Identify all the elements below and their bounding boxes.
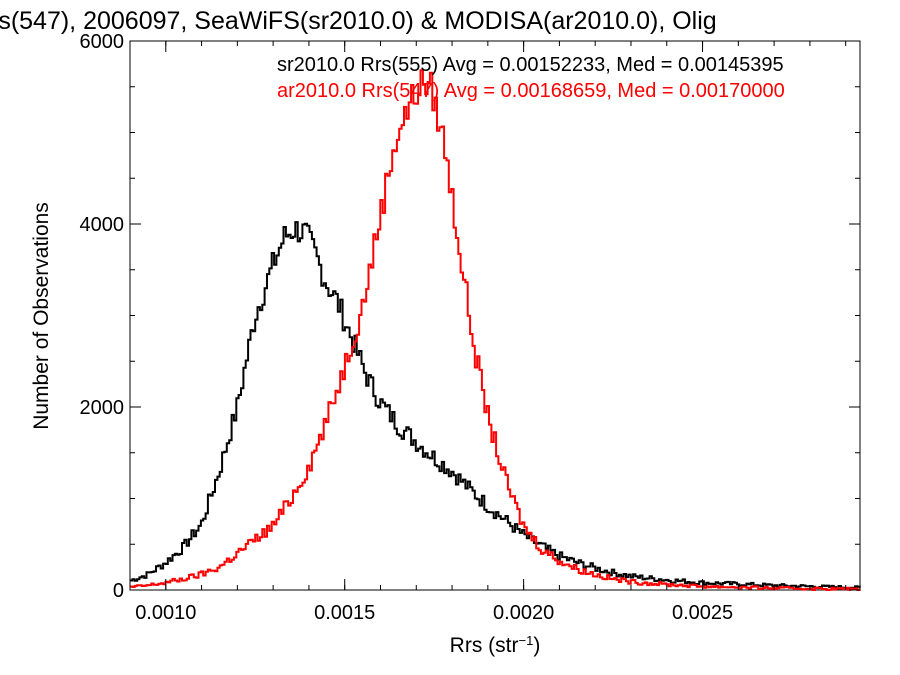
x-tick-label: 0.0015 <box>314 602 375 624</box>
legend-entry-red: ar2010.0 Rrs(547) Avg = 0.00168659, Med … <box>277 80 785 102</box>
x-axis-label-main: Rrs (str <box>450 634 519 657</box>
chart-title: rs(547), 2006097, SeaWiFS(sr2010.0) & MO… <box>0 7 717 35</box>
legend-entry-black: sr2010.0 Rrs(555) Avg = 0.00152233, Med … <box>277 54 784 76</box>
x-axis-label-superscript: −1 <box>519 633 534 648</box>
tick-layer: 0.0010 0.0015 0.0020 0.0025 0 2000 4000 6000 <box>80 31 860 624</box>
y-tick-label: 2000 <box>80 397 125 419</box>
series-layer <box>130 69 861 591</box>
x-axis-label-close: ) <box>533 634 540 657</box>
plot-frame <box>129 40 861 591</box>
x-tick-label: 0.0010 <box>135 602 196 624</box>
series-line-black <box>130 221 861 590</box>
x-axis-label: Rrs (str−1) <box>450 633 541 658</box>
y-axis-label: Number of Observations <box>30 202 53 430</box>
plot-area: 0.0010 0.0015 0.0020 0.0025 0 2000 4000 6000 <box>80 31 861 624</box>
legend: sr2010.0 Rrs(555) Avg = 0.00152233, Med … <box>277 54 785 102</box>
y-tick-label: 6000 <box>80 31 125 53</box>
x-tick-label: 0.0020 <box>493 602 554 624</box>
y-tick-label: 4000 <box>80 214 125 236</box>
x-tick-label: 0.0025 <box>672 602 733 624</box>
series-line-red <box>130 69 861 591</box>
y-tick-label: 0 <box>113 580 124 602</box>
